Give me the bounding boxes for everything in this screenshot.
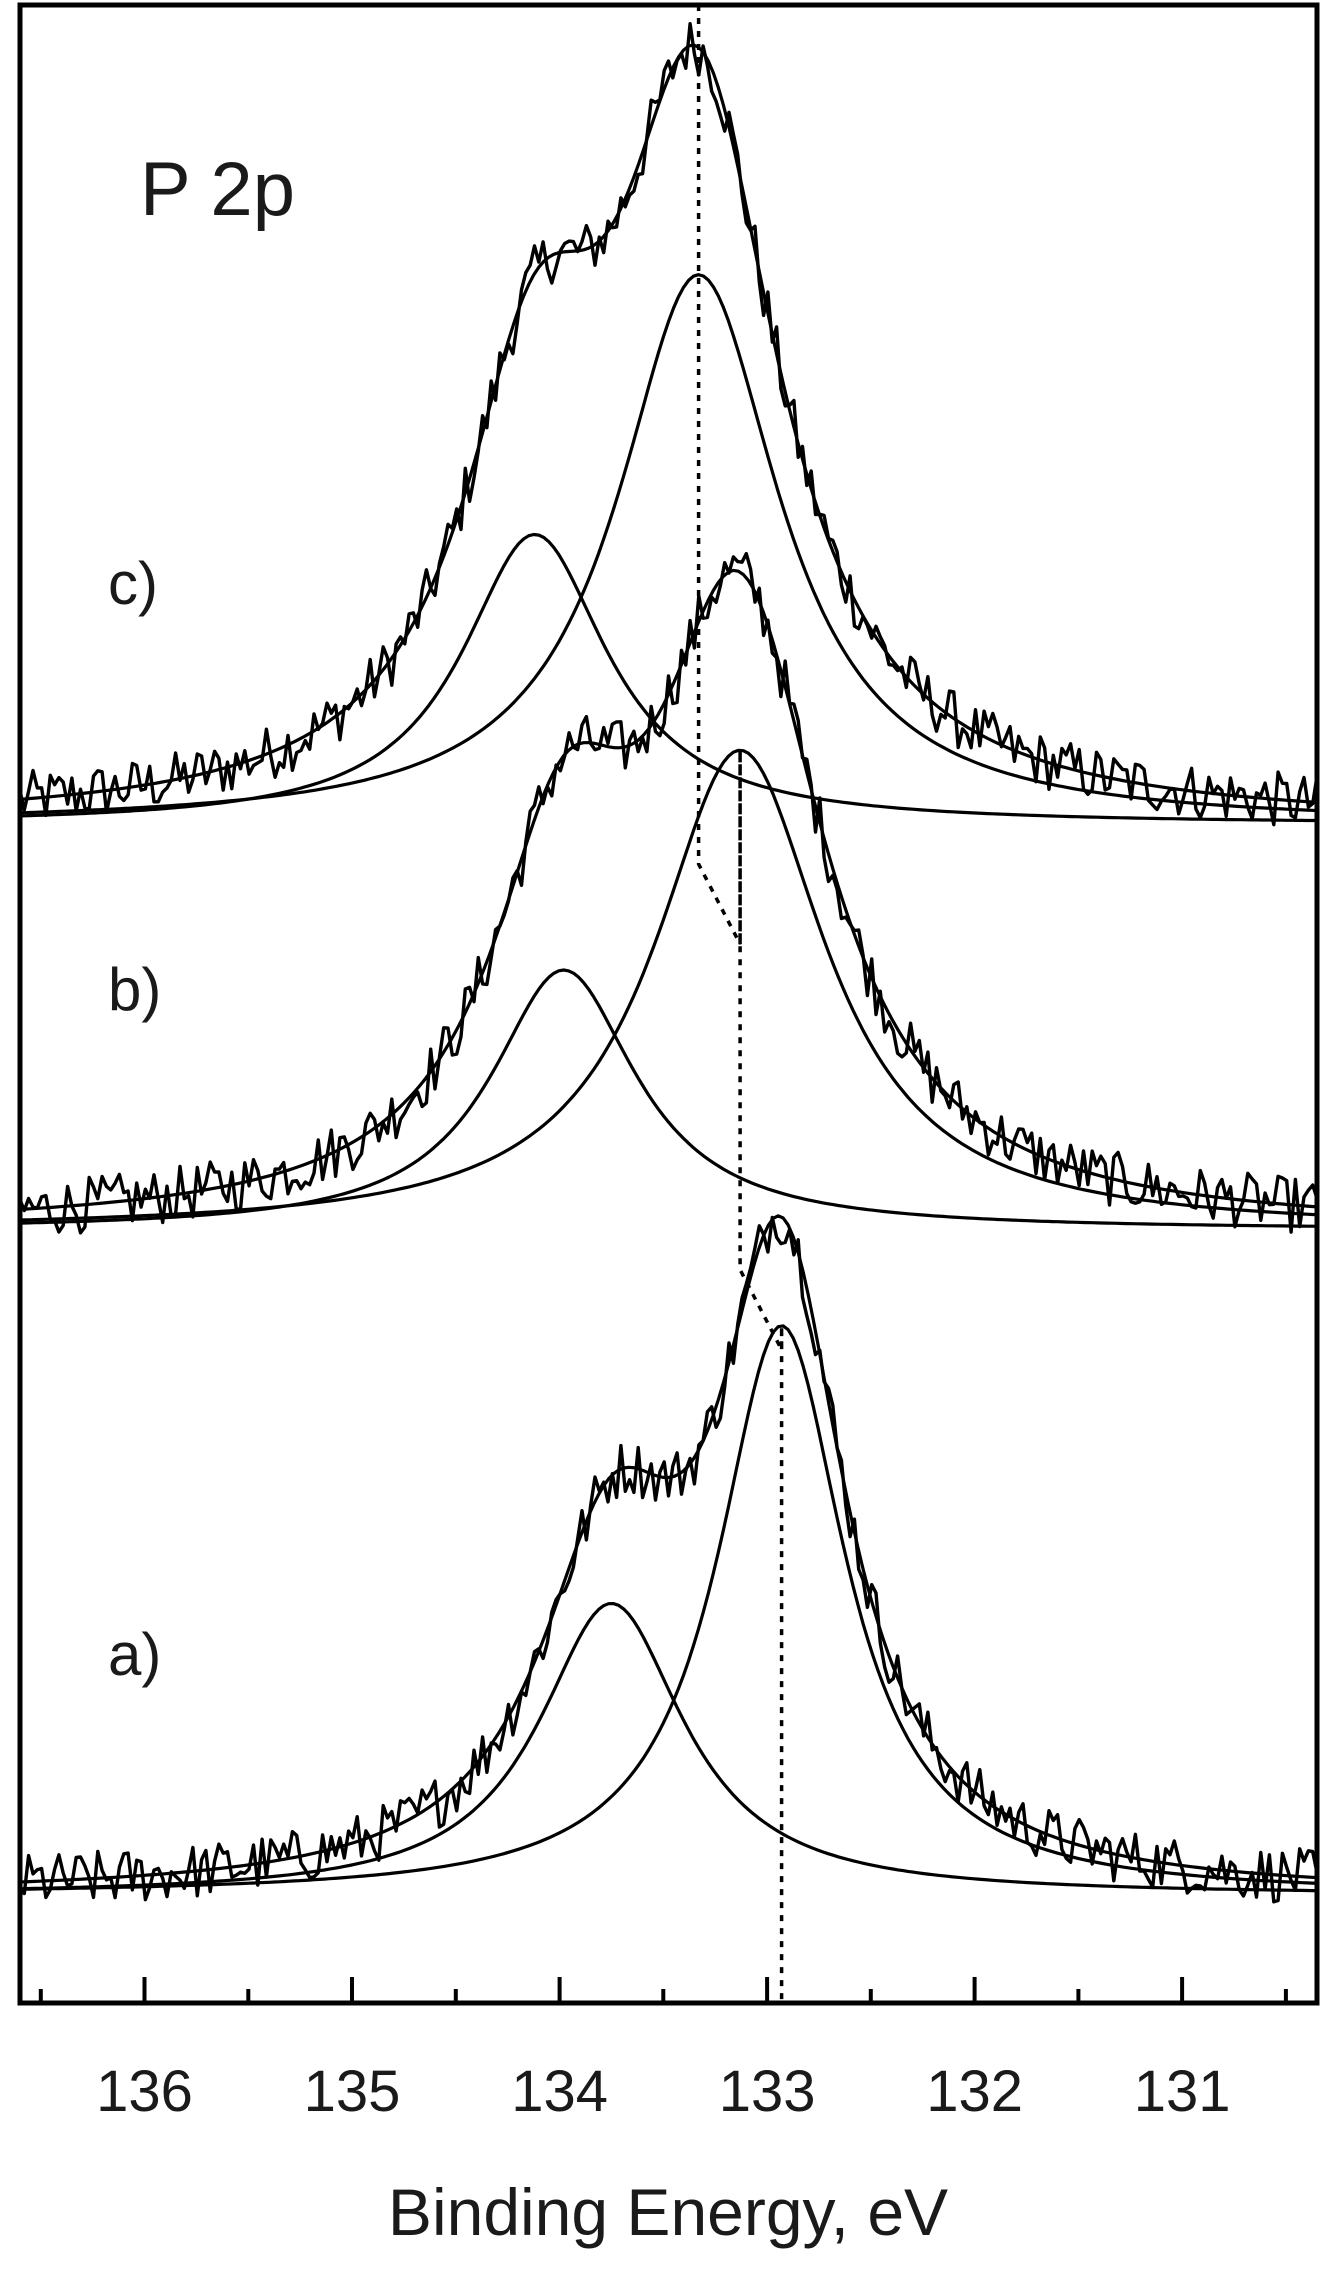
x-tick-label-132: 132 — [926, 2059, 1023, 2124]
spectra-group — [18, 22, 1319, 1904]
region-label: P 2p — [140, 147, 295, 232]
panel-label-a: a) — [108, 1621, 161, 1688]
x-tick-label-133: 133 — [719, 2059, 816, 2124]
fit-envelope-a — [19, 1214, 1318, 1884]
x-tick-label-131: 131 — [1134, 2059, 1231, 2124]
peak-guide-line — [696, 5, 784, 2003]
raw-spectrum-a — [18, 1215, 1319, 1904]
panel-label-group: c) b) a) — [108, 550, 161, 1688]
fit-envelope-b — [19, 568, 1318, 1212]
fit-component-b-1 — [19, 748, 1318, 1222]
plot-frame — [17, 2, 1320, 2006]
panel-label-b: b) — [108, 956, 161, 1023]
panel-label-c: c) — [108, 550, 158, 617]
peak-guide-group — [696, 5, 784, 2003]
fit-component-c-1 — [19, 273, 1318, 815]
fit-component-a-2 — [19, 1602, 1317, 1893]
x-tick-label-136: 136 — [96, 2059, 193, 2124]
raw-spectrum-b — [18, 552, 1319, 1235]
fit-component-b-2 — [19, 968, 1318, 1228]
x-tick-label-135: 135 — [304, 2059, 401, 2124]
raw-spectrum-c — [18, 22, 1319, 827]
fit-component-c-2 — [19, 532, 1317, 823]
x-axis-title: Binding Energy, eV — [388, 2175, 948, 2249]
x-tick-label-134: 134 — [511, 2059, 608, 2124]
fit-component-a-1 — [19, 1324, 1318, 1891]
x-tick-group: 136 135 134 133 132 131 — [38, 1977, 1288, 2124]
